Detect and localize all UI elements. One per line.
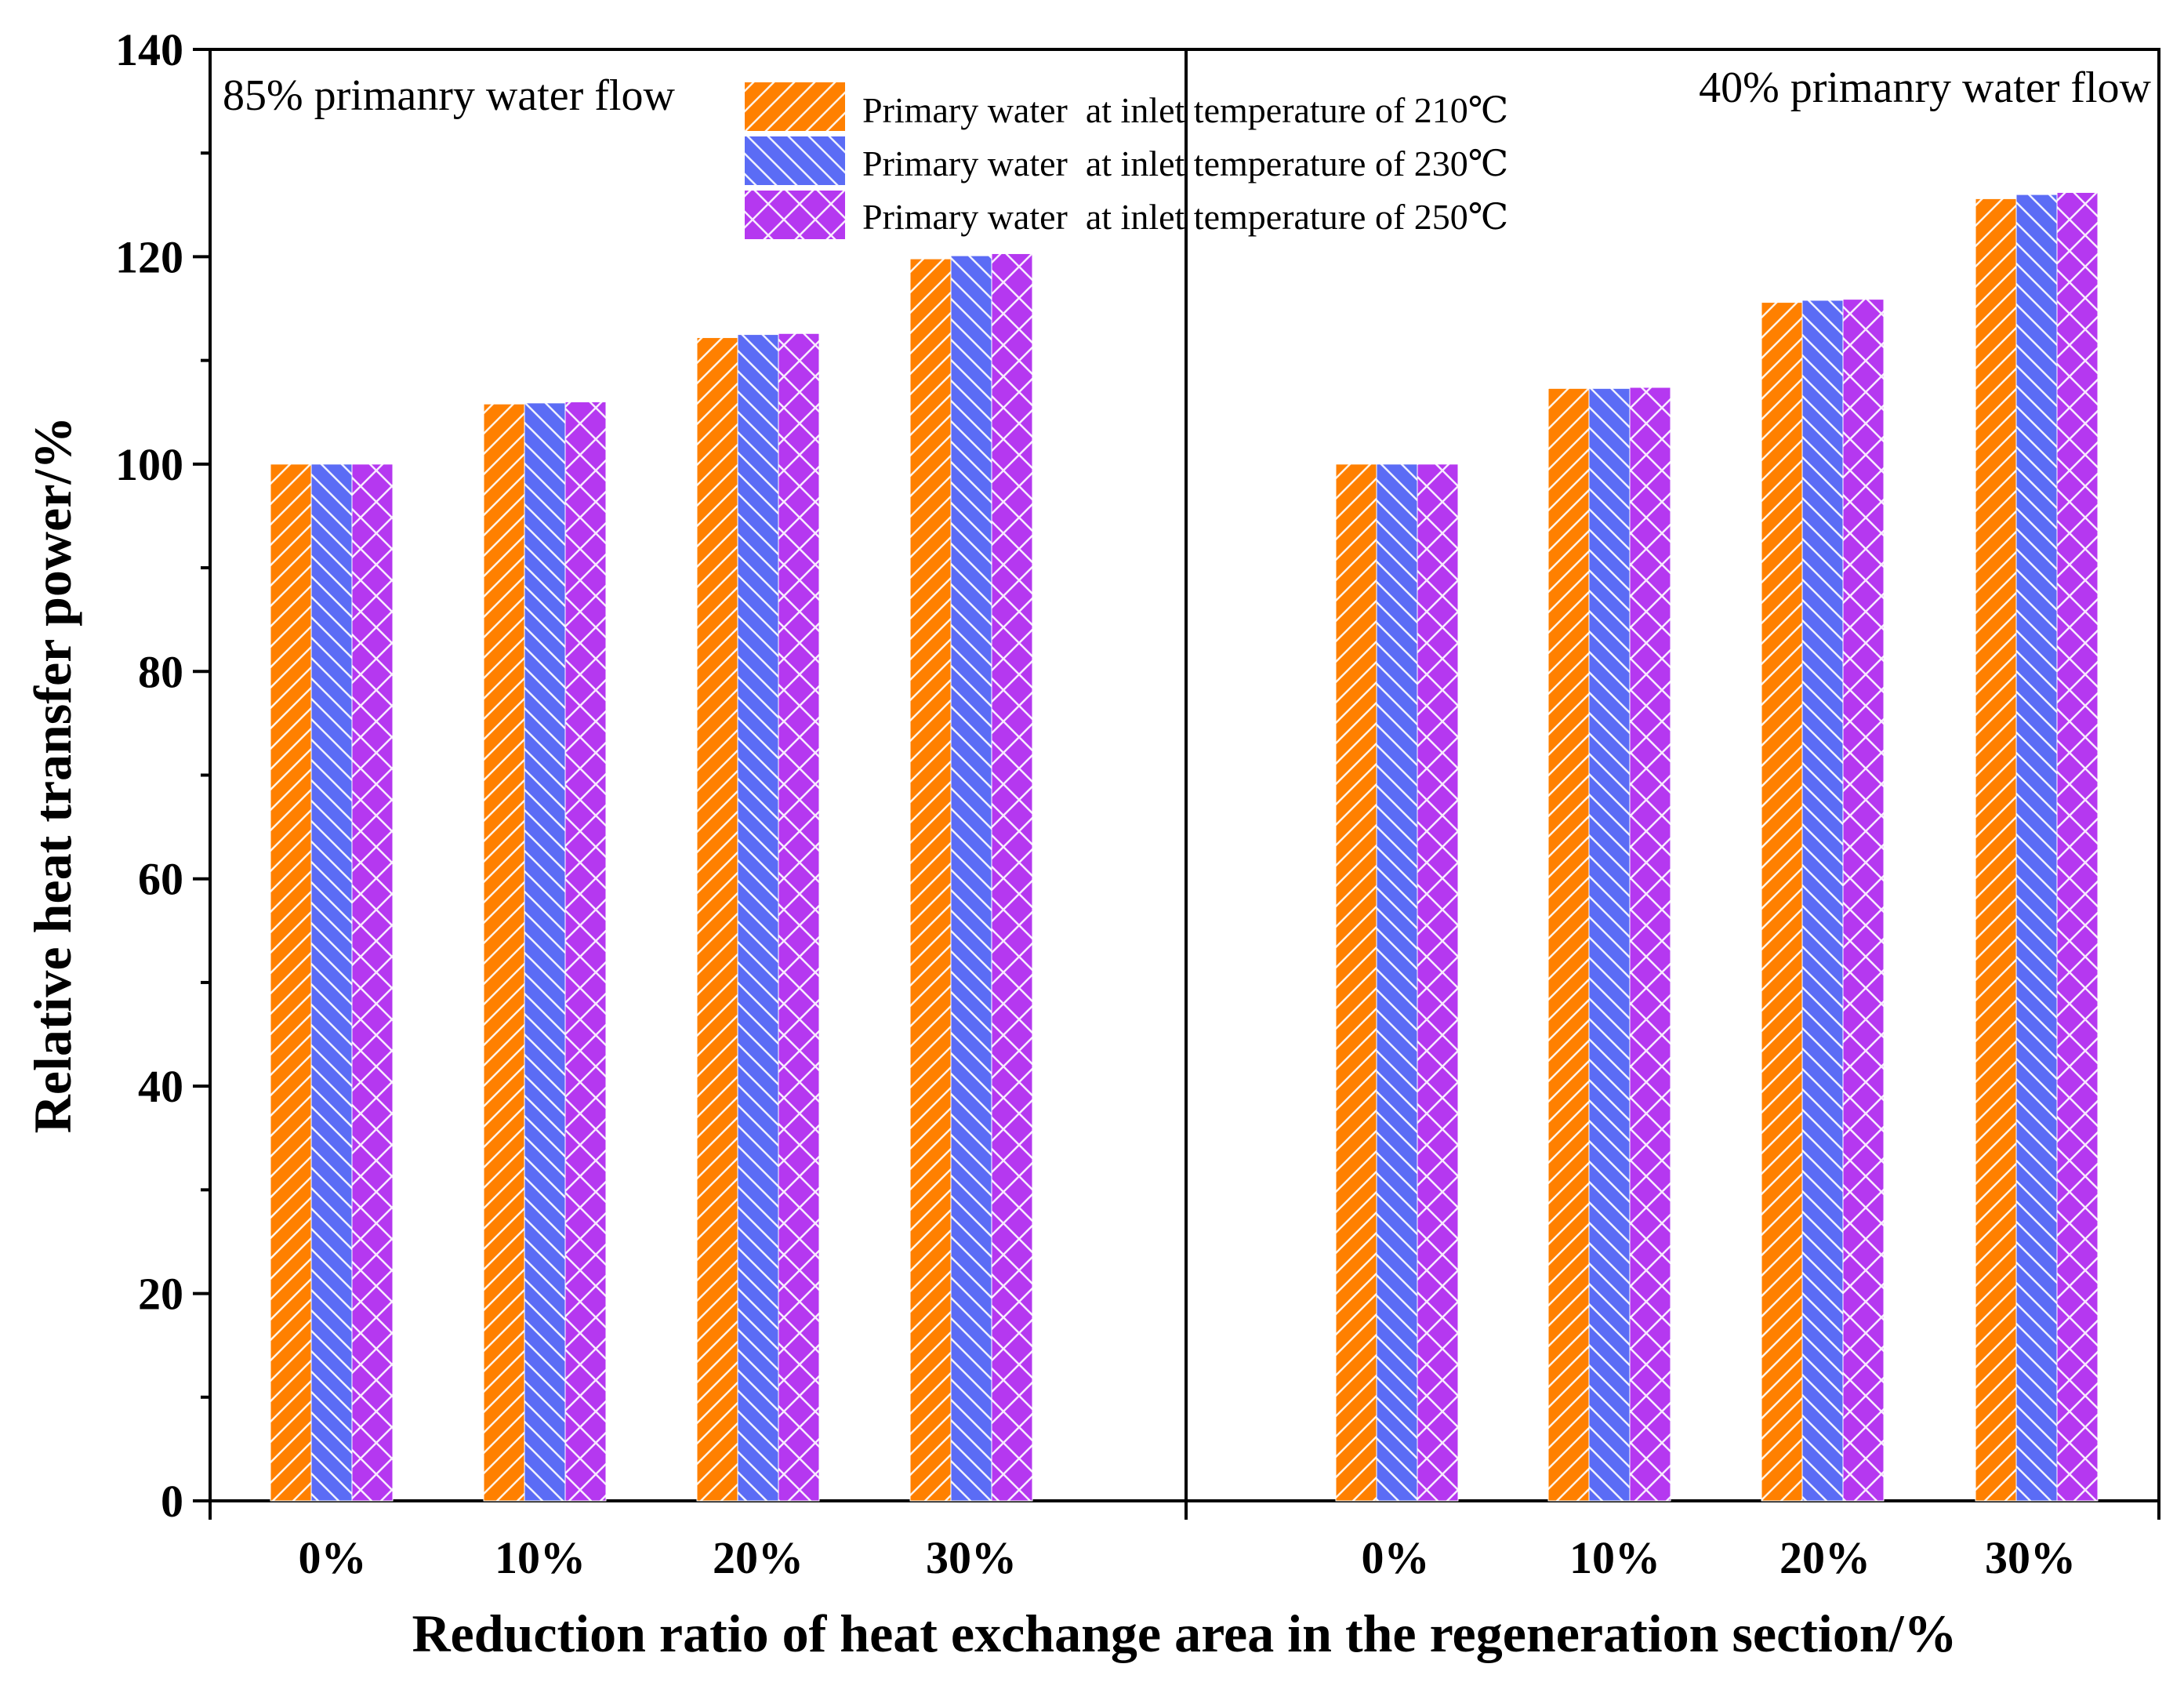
bar-flow40-0pct-series3: [1417, 463, 1459, 1502]
bar-flow40-20pct-series1: [1761, 302, 1803, 1502]
bar-flow85-30pct-series1: [909, 258, 952, 1502]
y-tick-label: 80: [138, 646, 183, 697]
bars-layer: [270, 191, 2099, 1502]
bar-flow40-0pct-series2: [1376, 463, 1418, 1502]
legend: Primary water at inlet temperature of 21…: [745, 82, 1508, 239]
bar-flow40-10pct-series1: [1547, 387, 1590, 1502]
x-tick-label: 30%: [1985, 1532, 2076, 1583]
x-axis-title: Reduction ratio of heat exchange area in…: [412, 1604, 1957, 1663]
legend-label-210: Primary water at inlet temperature of 21…: [862, 90, 1508, 130]
bar-flow85-10pct-series2: [524, 402, 566, 1502]
y-tick-label: 60: [138, 854, 183, 905]
legend-label-230: Primary water at inlet temperature of 23…: [862, 143, 1508, 183]
x-tick-label: 0%: [1362, 1532, 1430, 1583]
y-tick-label: 120: [115, 231, 183, 282]
bar-flow85-20pct-series2: [737, 334, 779, 1502]
y-tick-label: 0: [161, 1476, 183, 1527]
bar-flow85-20pct-series3: [778, 332, 820, 1502]
panel-label-right: 40% primanry water flow: [1699, 64, 2151, 112]
bar-flow40-20pct-series3: [1842, 299, 1885, 1502]
bar-flow85-0pct-series2: [310, 463, 353, 1502]
x-axis: 0% 10% 20% 30% 0% 10% 20% 30%: [209, 1501, 2160, 1583]
x-tick-label: 10%: [495, 1532, 586, 1583]
legend-label-250: Primary water at inlet temperature of 25…: [862, 197, 1508, 237]
legend-swatch-210: [745, 82, 845, 131]
bar-flow85-20pct-series1: [696, 337, 738, 1502]
y-tick-label: 140: [115, 24, 183, 75]
y-axis-title: Relative heat transfer power/%: [23, 416, 82, 1134]
bar-flow85-30pct-series3: [991, 252, 1033, 1502]
y-tick-label: 40: [138, 1061, 183, 1112]
legend-swatch-230: [745, 136, 845, 185]
x-tick-label: 20%: [1779, 1532, 1870, 1583]
bar-flow85-0pct-series1: [270, 463, 312, 1502]
bar-flow40-10pct-series3: [1629, 387, 1671, 1502]
bar-flow85-0pct-series3: [351, 463, 394, 1502]
bar-flow40-30pct-series3: [2056, 191, 2099, 1502]
x-tick-label: 0%: [299, 1532, 367, 1583]
y-axis: 0 20 40 60 80 100 120 140: [115, 24, 210, 1527]
bar-flow40-10pct-series2: [1588, 387, 1631, 1502]
bar-flow40-30pct-series2: [2015, 194, 2058, 1502]
y-tick-label: 20: [138, 1269, 183, 1320]
bar-flow40-30pct-series1: [1975, 198, 2017, 1502]
panel-label-left: 85% primanry water flow: [223, 71, 675, 120]
bar-flow85-30pct-series2: [950, 255, 992, 1502]
y-tick-label: 100: [115, 439, 183, 490]
x-tick-label: 10%: [1569, 1532, 1660, 1583]
x-tick-label: 20%: [713, 1532, 804, 1583]
x-tick-label: 30%: [926, 1532, 1017, 1583]
bar-flow40-20pct-series2: [1801, 300, 1844, 1502]
bar-flow40-0pct-series1: [1335, 463, 1377, 1502]
bar-flow85-10pct-series1: [483, 403, 525, 1502]
bar-flow85-10pct-series3: [564, 401, 607, 1502]
legend-swatch-250: [745, 191, 845, 239]
